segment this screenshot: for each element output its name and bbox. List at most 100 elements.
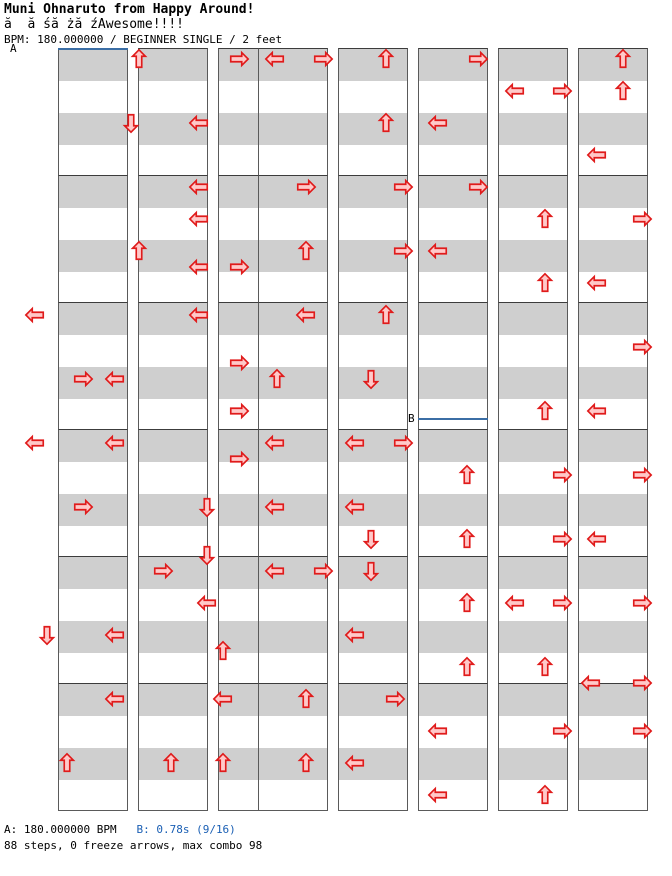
beat-row[interactable]: [339, 684, 407, 716]
beat-row[interactable]: [579, 494, 647, 526]
beat-row[interactable]: [59, 589, 127, 621]
beat-row[interactable]: [419, 494, 487, 526]
beat-row[interactable]: [59, 780, 127, 812]
beat-row[interactable]: [139, 526, 207, 558]
measure[interactable]: [58, 429, 128, 557]
beat-row[interactable]: [579, 748, 647, 780]
measure[interactable]: [498, 175, 568, 303]
beat-row[interactable]: [59, 145, 127, 177]
beat-row[interactable]: [419, 81, 487, 113]
beat-row[interactable]: [579, 780, 647, 812]
beat-row[interactable]: [259, 81, 327, 113]
measure[interactable]: [418, 175, 488, 303]
beat-row[interactable]: [139, 399, 207, 431]
beat-row[interactable]: [259, 557, 327, 589]
beat-row[interactable]: [339, 81, 407, 113]
beat-row[interactable]: [339, 272, 407, 304]
measure[interactable]: [258, 302, 328, 430]
beat-row[interactable]: [259, 208, 327, 240]
beat-row[interactable]: [579, 145, 647, 177]
beat-row[interactable]: [419, 653, 487, 685]
beat-row[interactable]: [259, 272, 327, 304]
beat-row[interactable]: [579, 367, 647, 399]
marker-b-line[interactable]: [418, 418, 488, 420]
beat-row[interactable]: [259, 49, 327, 81]
beat-row[interactable]: [579, 621, 647, 653]
beat-row[interactable]: [139, 780, 207, 812]
beat-row[interactable]: [59, 462, 127, 494]
beat-row[interactable]: [579, 462, 647, 494]
beat-row[interactable]: [259, 335, 327, 367]
beat-row[interactable]: [59, 81, 127, 113]
beat-row[interactable]: [339, 240, 407, 272]
measure[interactable]: [418, 683, 488, 811]
beat-row[interactable]: [339, 430, 407, 462]
measure[interactable]: [58, 683, 128, 811]
beat-row[interactable]: [59, 113, 127, 145]
beat-row[interactable]: [419, 430, 487, 462]
beat-row[interactable]: [339, 367, 407, 399]
beat-row[interactable]: [339, 399, 407, 431]
beat-row[interactable]: [419, 557, 487, 589]
beat-row[interactable]: [499, 653, 567, 685]
beat-row[interactable]: [259, 303, 327, 335]
beat-row[interactable]: [59, 208, 127, 240]
beat-row[interactable]: [259, 621, 327, 653]
beat-row[interactable]: [579, 653, 647, 685]
beat-row[interactable]: [419, 526, 487, 558]
beat-row[interactable]: [259, 684, 327, 716]
measure[interactable]: [258, 175, 328, 303]
beat-row[interactable]: [259, 748, 327, 780]
beat-row[interactable]: [579, 557, 647, 589]
beat-row[interactable]: [499, 335, 567, 367]
beat-row[interactable]: [139, 272, 207, 304]
step-chart-area[interactable]: [0, 42, 672, 818]
beat-row[interactable]: [59, 494, 127, 526]
beat-row[interactable]: [419, 748, 487, 780]
measure[interactable]: [498, 429, 568, 557]
beat-row[interactable]: [259, 240, 327, 272]
measure[interactable]: [498, 556, 568, 684]
beat-row[interactable]: [419, 335, 487, 367]
measure[interactable]: [138, 429, 208, 557]
beat-row[interactable]: [259, 113, 327, 145]
beat-row[interactable]: [339, 113, 407, 145]
beat-row[interactable]: [259, 430, 327, 462]
beat-row[interactable]: [339, 462, 407, 494]
measure[interactable]: [338, 429, 408, 557]
measure[interactable]: [578, 302, 648, 430]
beat-row[interactable]: [59, 716, 127, 748]
beat-row[interactable]: [339, 716, 407, 748]
beat-row[interactable]: [579, 240, 647, 272]
beat-row[interactable]: [579, 272, 647, 304]
beat-row[interactable]: [499, 367, 567, 399]
chart-column-6[interactable]: [418, 48, 488, 811]
beat-row[interactable]: [139, 621, 207, 653]
beat-row[interactable]: [499, 49, 567, 81]
beat-row[interactable]: [419, 145, 487, 177]
measure[interactable]: [418, 302, 488, 430]
measure[interactable]: [578, 429, 648, 557]
beat-row[interactable]: [499, 462, 567, 494]
beat-row[interactable]: [499, 716, 567, 748]
beat-row[interactable]: [339, 49, 407, 81]
beat-row[interactable]: [259, 462, 327, 494]
measure[interactable]: [258, 429, 328, 557]
beat-row[interactable]: [419, 589, 487, 621]
beat-row[interactable]: [139, 208, 207, 240]
beat-row[interactable]: [499, 272, 567, 304]
beat-row[interactable]: [579, 399, 647, 431]
beat-row[interactable]: [579, 335, 647, 367]
beat-row[interactable]: [339, 653, 407, 685]
beat-row[interactable]: [579, 430, 647, 462]
beat-row[interactable]: [139, 303, 207, 335]
measure[interactable]: [258, 683, 328, 811]
beat-row[interactable]: [259, 589, 327, 621]
measure[interactable]: [578, 683, 648, 811]
beat-row[interactable]: [579, 176, 647, 208]
beat-row[interactable]: [339, 494, 407, 526]
beat-row[interactable]: [339, 335, 407, 367]
beat-row[interactable]: [259, 780, 327, 812]
beat-row[interactable]: [139, 176, 207, 208]
measure[interactable]: [58, 556, 128, 684]
